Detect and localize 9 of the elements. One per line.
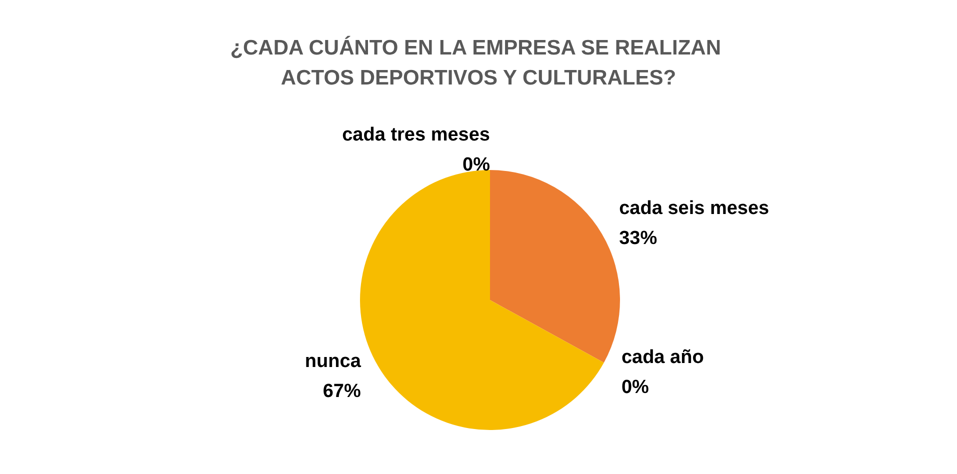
category-label: cada tres meses bbox=[342, 124, 490, 146]
slice-label: cada seis meses bbox=[619, 198, 770, 220]
text: 0% bbox=[462, 154, 490, 176]
chart-title: ¿CADA CUÁNTO EN LA EMPRESA SE REALIZAN ACTOS DEPORTIVOS Y CULTURALES? bbox=[230, 36, 727, 90]
data-label: 67% bbox=[322, 380, 361, 402]
category-label: cada año bbox=[621, 346, 704, 368]
text: 0% bbox=[621, 376, 649, 398]
data-label: 33% bbox=[619, 228, 658, 250]
slice-label: nunca bbox=[304, 350, 362, 372]
